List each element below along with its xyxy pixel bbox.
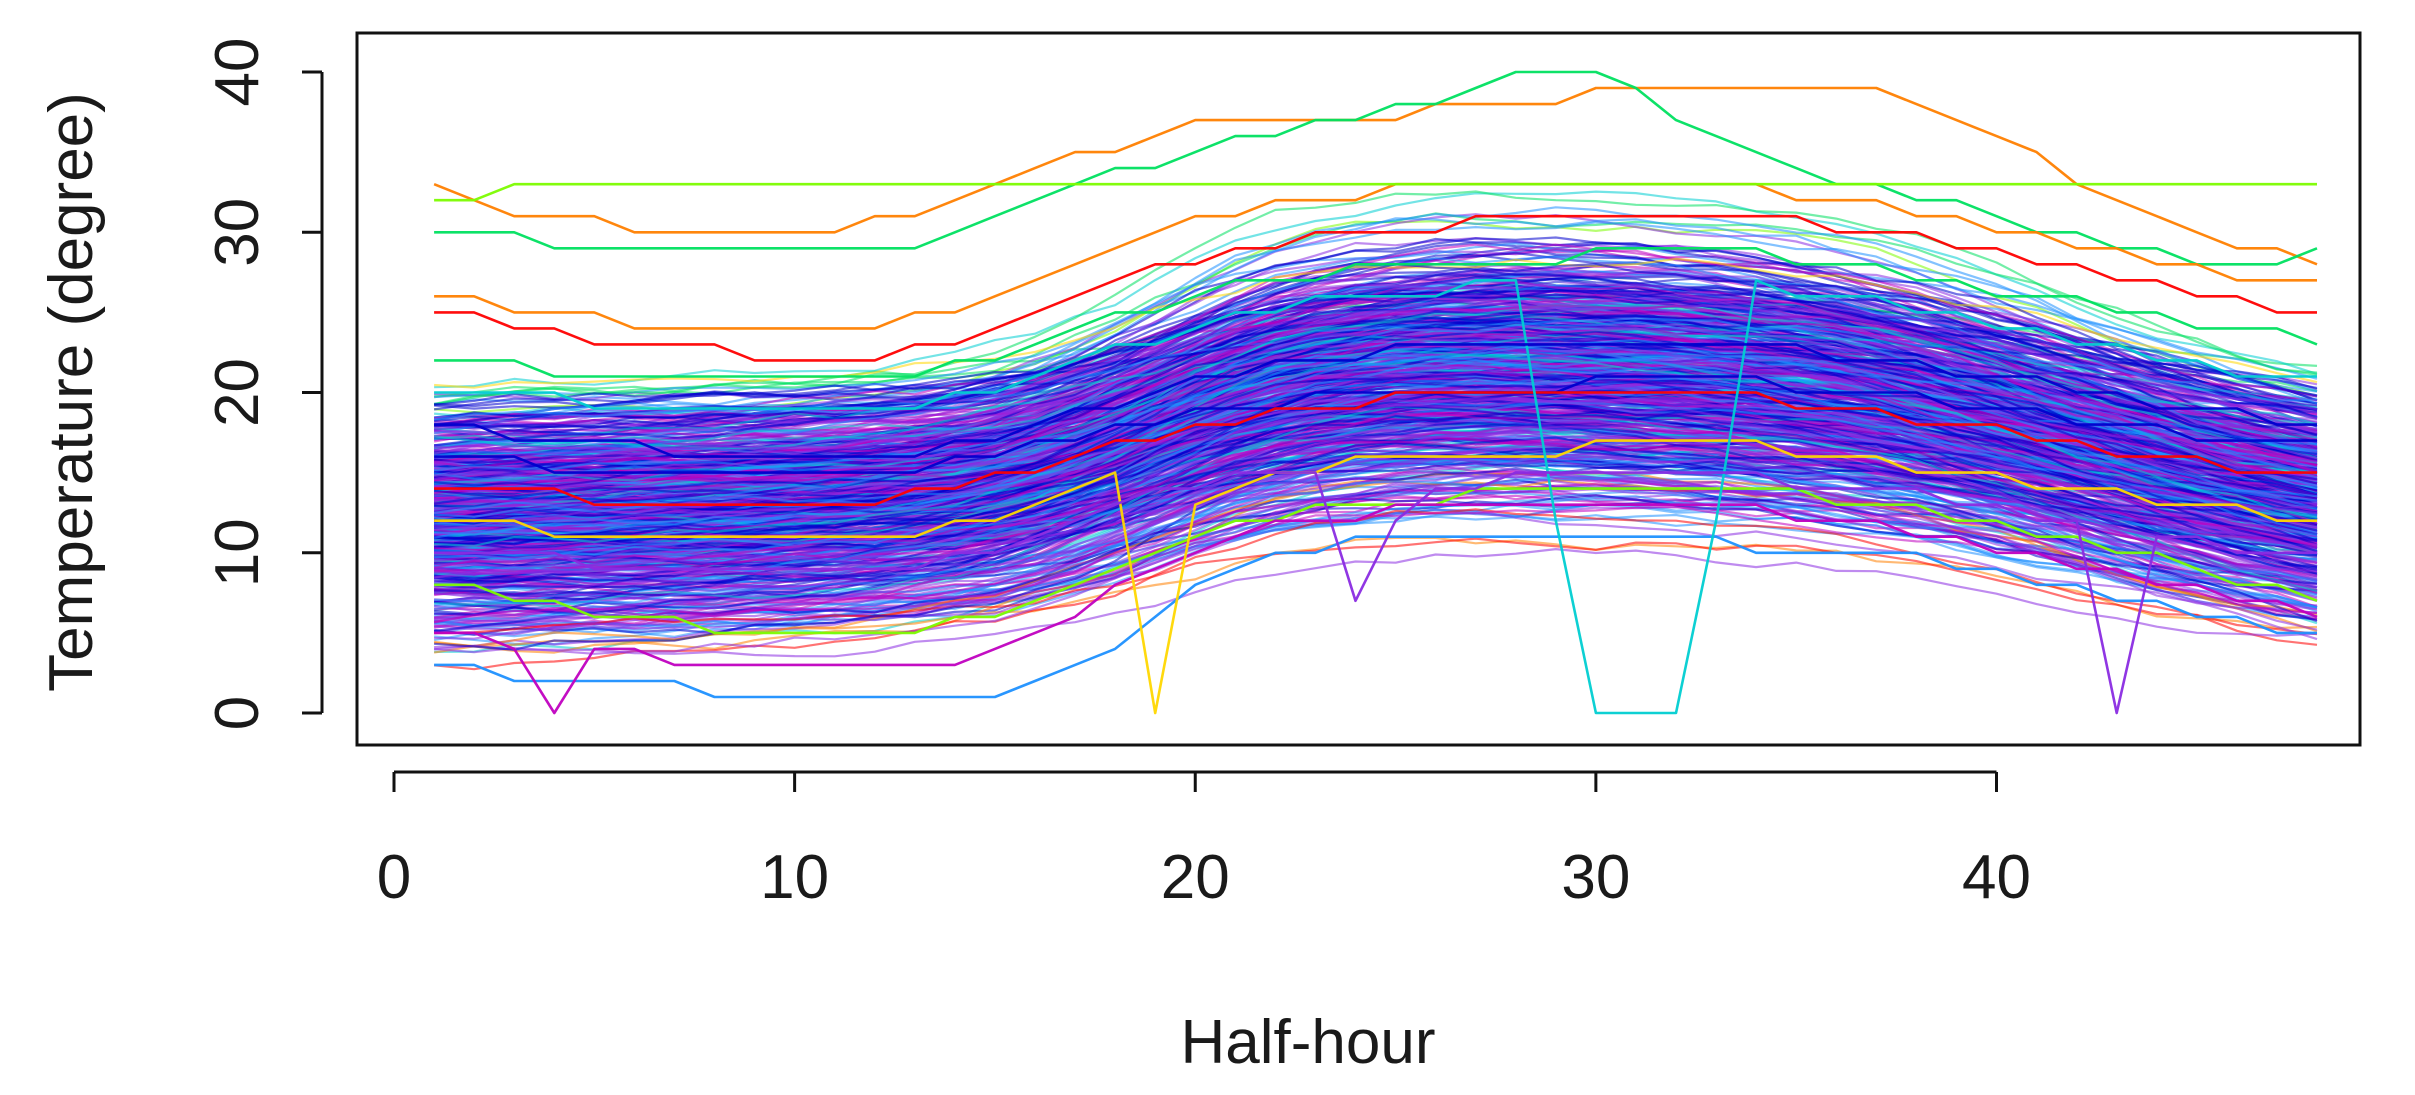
series-line (434, 190, 2318, 389)
y-tick-label: 30 (203, 198, 272, 267)
series-line (434, 457, 2318, 592)
series-line (433, 412, 2318, 569)
x-axis: 0 10 20 30 40 (377, 770, 2031, 912)
series-line (434, 376, 2318, 518)
series-line (434, 448, 2318, 579)
series-line (434, 439, 2318, 573)
series-line (433, 86, 2318, 266)
x-tick-label: 20 (1161, 843, 1230, 912)
series-line (434, 247, 2318, 378)
x-axis-title: Half-hour (1181, 1008, 1436, 1077)
series-line (434, 469, 2318, 604)
series-line (433, 330, 2318, 495)
y-tick-label: 0 (203, 696, 272, 730)
series-line (434, 390, 2318, 557)
plot-frame (355, 31, 2362, 747)
series-line (434, 289, 2318, 408)
series-line (433, 419, 2318, 562)
y-axis: 0 10 20 30 40 (203, 38, 324, 730)
series-line (434, 471, 2317, 715)
series-line (434, 279, 2317, 715)
series-line (434, 422, 2318, 622)
series-layer (433, 70, 2318, 715)
x-tick-label: 30 (1561, 843, 1630, 912)
x-tick-label: 40 (1962, 843, 2031, 912)
series-line (433, 332, 2318, 488)
y-tick-label: 20 (203, 358, 272, 427)
series-line (434, 257, 2318, 389)
series-line (434, 388, 2318, 542)
series-line (434, 487, 2318, 635)
series-line (434, 391, 2317, 506)
series-line (434, 503, 2318, 621)
series-line (433, 190, 2318, 406)
series-line (434, 182, 2317, 330)
series-line (434, 483, 2318, 649)
series-line (434, 475, 2318, 655)
series-line (434, 277, 2318, 453)
series-line (434, 410, 2318, 543)
series-line (434, 213, 2318, 437)
series-line (434, 214, 2317, 362)
series-line (433, 317, 2318, 514)
series-line (433, 338, 2318, 482)
x-tick-label: 10 (760, 843, 829, 912)
series-line (433, 373, 2318, 505)
series-line (434, 375, 2317, 474)
series-line (434, 535, 2317, 699)
y-axis-title: Temperature (degree) (37, 92, 106, 692)
x-tick-label: 0 (377, 843, 411, 912)
series-line (433, 482, 2318, 623)
series-line (433, 440, 2318, 579)
series-line (434, 343, 2317, 458)
series-line (434, 327, 2318, 454)
series-line (433, 274, 2318, 475)
series-line (434, 537, 2318, 636)
y-tick-label: 40 (203, 38, 272, 107)
series-line (434, 338, 2318, 528)
series-line (434, 325, 2318, 479)
y-tick-label: 10 (203, 518, 272, 587)
series-line (434, 439, 2317, 715)
series-line (434, 70, 2318, 266)
series-line (434, 503, 2318, 715)
series-line (434, 182, 2317, 202)
